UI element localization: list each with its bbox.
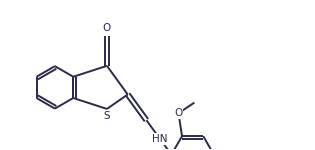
Text: O: O <box>103 23 111 33</box>
Text: HN: HN <box>152 134 168 144</box>
Text: S: S <box>104 111 110 121</box>
Text: O: O <box>174 108 183 118</box>
